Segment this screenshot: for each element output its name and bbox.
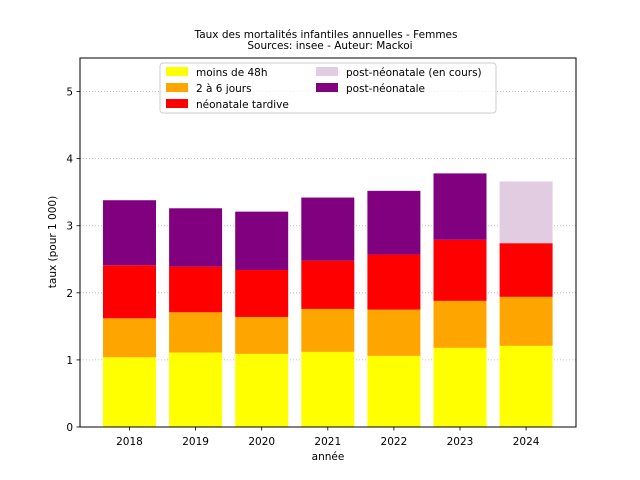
legend-swatch (166, 67, 188, 76)
y-tick-label: 5 (66, 87, 73, 99)
legend-label: 2 à 6 jours (196, 83, 252, 95)
bar-segment (301, 351, 355, 427)
bar-segment (499, 243, 553, 297)
bars (103, 173, 553, 427)
bar-segment (499, 181, 553, 244)
bar-segment (433, 300, 487, 348)
bar-segment (103, 265, 156, 319)
legend-label: post-néonatale (en cours) (346, 67, 482, 79)
x-tick-label: 2018 (116, 436, 143, 448)
bar-segment (433, 347, 487, 427)
bar-segment (235, 270, 289, 317)
x-tick-label: 2023 (447, 436, 474, 448)
legend: moins de 48h 2 à 6 jours néonatale tardive… (159, 62, 497, 114)
x-tick-label: 2022 (381, 436, 408, 448)
bar-segment (235, 211, 289, 271)
y-tick-label: 3 (66, 221, 73, 233)
bar-segment (103, 318, 156, 358)
y-tick-label: 1 (66, 355, 73, 367)
bar-segment (367, 309, 421, 356)
bar-segment (169, 208, 223, 267)
legend-swatch (316, 83, 338, 92)
chart-subtitle: Sources: insee - Auteur: Mackoi (247, 40, 412, 52)
legend-label: moins de 48h (196, 67, 268, 79)
y-tick-label: 0 (66, 422, 73, 434)
y-axis: 0 1 2 3 4 5 (66, 87, 80, 434)
chart-title: Taux des mortalités infantiles annuelles… (194, 29, 458, 41)
bar-segment (367, 355, 421, 427)
y-tick-label: 2 (66, 288, 73, 300)
legend-swatch (166, 83, 188, 92)
bar-segment (499, 296, 553, 346)
bar-segment (499, 345, 553, 427)
bar-segment (169, 312, 223, 353)
legend-swatch (166, 99, 188, 108)
bar-segment (301, 260, 355, 309)
y-axis-label: taux (pour 1 000) (47, 196, 59, 288)
legend-label: néonatale tardive (196, 99, 289, 111)
bar-segment (433, 239, 487, 301)
bar-segment (103, 200, 156, 266)
bar-segment (301, 197, 355, 261)
x-tick-label: 2019 (182, 436, 209, 448)
legend-swatch (316, 67, 338, 76)
bar-segment (301, 308, 355, 352)
x-axis: 2018 2019 2020 2021 2022 2023 2024 (116, 427, 540, 448)
bar-segment (169, 266, 223, 313)
bar-segment (433, 173, 487, 240)
bar-segment (367, 190, 421, 255)
x-tick-label: 2021 (314, 436, 341, 448)
bar-segment (169, 352, 223, 427)
legend-label: post-néonatale (346, 83, 425, 95)
bar-segment (103, 357, 156, 427)
bar-segment (235, 353, 289, 427)
bar-segment (235, 316, 289, 354)
x-tick-label: 2020 (248, 436, 275, 448)
bar-segment (367, 254, 421, 310)
x-axis-label: année (312, 451, 345, 463)
y-tick-label: 4 (66, 154, 73, 166)
x-tick-label: 2024 (513, 436, 540, 448)
